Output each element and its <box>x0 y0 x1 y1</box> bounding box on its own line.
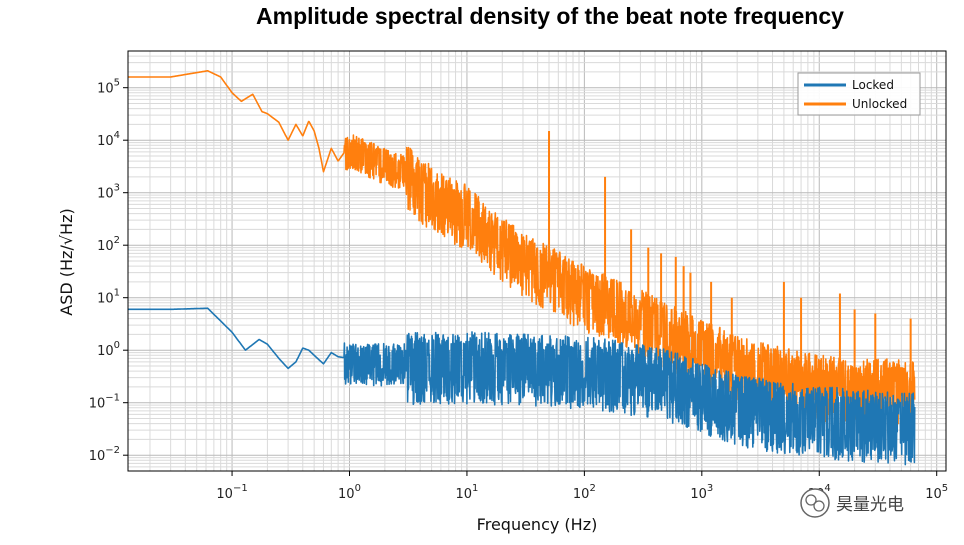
y-tick-label: 105 <box>97 78 120 97</box>
chart-title: Amplitude spectral density of the beat n… <box>256 3 844 29</box>
x-tick-label: 101 <box>455 483 478 502</box>
plot-frame <box>127 50 947 472</box>
y-tick-label: 10−1 <box>89 393 120 412</box>
y-tick-label: 102 <box>97 235 120 254</box>
legend: Locked Unlocked <box>797 72 921 116</box>
x-tick-label: 103 <box>690 483 713 502</box>
wechat-icon-bubble-2 <box>813 500 825 512</box>
y-tick-label: 101 <box>97 288 120 307</box>
wechat-icon-bubble <box>805 494 817 506</box>
y-tick-label: 100 <box>97 340 120 359</box>
legend-box <box>797 72 921 116</box>
x-tick-label: 10−1 <box>216 483 247 502</box>
watermark: 昊量光电 <box>800 488 904 518</box>
x-tick-label: 100 <box>338 483 361 502</box>
y-axis-ticks: 10−2 10−1 100 101 102 103 104 105 <box>89 78 128 464</box>
y-tick-label: 103 <box>97 183 120 202</box>
y-tick-label: 10−2 <box>89 445 120 464</box>
legend-label-locked: Locked <box>852 78 894 92</box>
series-line-locked <box>128 307 916 466</box>
x-tick-label: 102 <box>573 483 596 502</box>
y-axis-label: ASD (Hz/√Hz) <box>57 208 76 315</box>
x-axis-label: Frequency (Hz) <box>477 515 598 534</box>
watermark-text: 昊量光电 <box>836 495 904 515</box>
y-tick-label: 104 <box>97 130 120 149</box>
series-layer <box>128 70 916 466</box>
legend-label-unlocked: Unlocked <box>852 97 907 111</box>
x-tick-label: 105 <box>925 483 948 502</box>
